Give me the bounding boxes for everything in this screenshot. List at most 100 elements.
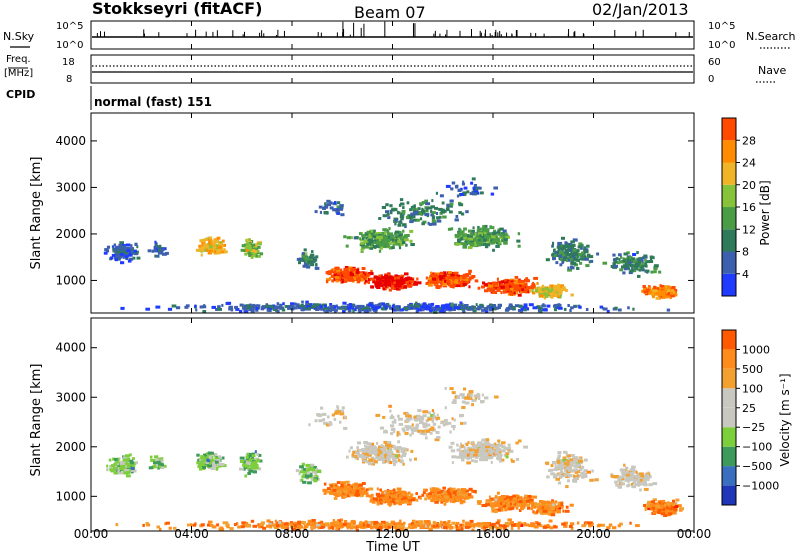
heatmap-cell bbox=[534, 287, 538, 291]
heatmap-cell bbox=[410, 449, 414, 453]
heatmap-cell bbox=[506, 507, 509, 511]
heatmap-cell bbox=[661, 293, 665, 297]
heatmap-cell bbox=[119, 241, 124, 245]
heatmap-cell bbox=[602, 307, 608, 311]
heatmap-cell bbox=[290, 307, 295, 311]
heatmap-cell bbox=[213, 248, 219, 252]
heatmap-cell bbox=[559, 284, 564, 288]
heatmap-cell bbox=[157, 466, 160, 470]
heatmap-cell bbox=[339, 206, 344, 210]
heatmap-cell bbox=[556, 291, 560, 295]
heatmap-cell bbox=[393, 488, 396, 492]
heatmap-cell bbox=[467, 307, 470, 311]
noise-traces bbox=[92, 21, 693, 38]
heatmap-cell bbox=[119, 253, 124, 257]
heatmap-cell bbox=[430, 209, 433, 213]
heatmap-cell bbox=[401, 279, 404, 282]
heatmap-cell bbox=[549, 510, 553, 514]
heatmap-cell bbox=[494, 239, 497, 242]
heatmap-cell bbox=[299, 470, 305, 474]
heatmap-cell bbox=[154, 245, 158, 249]
heatmap-cell bbox=[401, 223, 407, 227]
heatmap-cell bbox=[583, 246, 587, 250]
heatmap-cell bbox=[465, 210, 469, 214]
heatmap-cell bbox=[154, 455, 159, 459]
heatmap-cell bbox=[541, 501, 547, 504]
heatmap-cell bbox=[311, 470, 317, 474]
heatmap-cell bbox=[558, 288, 563, 292]
heatmap-cell bbox=[544, 505, 548, 509]
heatmap-cell bbox=[442, 304, 447, 308]
heatmap-cell bbox=[585, 264, 590, 268]
heatmap-cell bbox=[394, 276, 397, 280]
heatmap-cell bbox=[156, 463, 161, 467]
heatmap-cell bbox=[209, 245, 213, 249]
heatmap-cell bbox=[668, 512, 673, 516]
heatmap-cell bbox=[392, 239, 398, 243]
heatmap-cell bbox=[463, 236, 467, 240]
nave-tick-top: 60 bbox=[708, 57, 721, 68]
heatmap-cell bbox=[425, 307, 430, 311]
heatmap-cell bbox=[446, 498, 450, 502]
heatmap-cell bbox=[488, 288, 493, 292]
heatmap-cell bbox=[637, 274, 641, 278]
heatmap-cell bbox=[368, 233, 371, 237]
heatmap-cell bbox=[447, 495, 452, 499]
heatmap-cell bbox=[658, 270, 662, 274]
heatmap-cell bbox=[155, 458, 160, 462]
heatmap-cell bbox=[447, 307, 453, 310]
heatmap-cell bbox=[553, 291, 559, 295]
heatmap-cell bbox=[378, 249, 382, 253]
heatmap-cell bbox=[352, 451, 358, 455]
heatmap-cell bbox=[239, 456, 245, 460]
heatmap-cell bbox=[444, 273, 447, 277]
heatmap-cell bbox=[364, 245, 369, 249]
heatmap-cell bbox=[467, 234, 472, 238]
heatmap-cell bbox=[557, 243, 561, 247]
heatmap-cell bbox=[175, 306, 181, 310]
heatmap-cell bbox=[121, 245, 124, 249]
heatmap-cell bbox=[435, 308, 440, 312]
heatmap-cell bbox=[384, 242, 389, 246]
heatmap-cell bbox=[265, 304, 270, 308]
heatmap-cell bbox=[666, 506, 672, 510]
heatmap-cell bbox=[642, 285, 646, 288]
heatmap-cell bbox=[568, 253, 573, 256]
heatmap-cell bbox=[299, 465, 304, 469]
heatmap-cell bbox=[362, 487, 366, 491]
heatmap-cell bbox=[556, 245, 562, 249]
heatmap-cell bbox=[113, 465, 117, 469]
heatmap-cell bbox=[132, 469, 137, 473]
heatmap-cell bbox=[402, 490, 406, 494]
heatmap-cell bbox=[393, 492, 398, 496]
heatmap-cell bbox=[298, 261, 301, 265]
heatmap-cell bbox=[493, 504, 497, 508]
heatmap-cell bbox=[218, 464, 222, 468]
heatmap-cell bbox=[547, 289, 553, 293]
heatmap-cell bbox=[300, 307, 304, 311]
heatmap-cell bbox=[423, 488, 427, 492]
heatmap-cell bbox=[351, 491, 355, 495]
heatmap-cell bbox=[344, 492, 347, 496]
heatmap-cell bbox=[394, 219, 398, 223]
heatmap-cell bbox=[241, 306, 244, 310]
heatmap-cell bbox=[622, 264, 627, 268]
heatmap-cell bbox=[667, 285, 671, 289]
heatmap-cell bbox=[456, 493, 461, 497]
heatmap-cell bbox=[666, 506, 669, 510]
heatmap-cell bbox=[338, 487, 342, 490]
heatmap-cell bbox=[384, 496, 389, 499]
heatmap-cell bbox=[340, 213, 345, 217]
heatmap-cell bbox=[378, 243, 382, 247]
heatmap-cell bbox=[323, 205, 329, 209]
heatmap-cell bbox=[478, 235, 482, 239]
heatmap-cell bbox=[252, 470, 257, 474]
heatmap-cell bbox=[382, 304, 387, 307]
heatmap-cell bbox=[206, 248, 209, 251]
heatmap-cell bbox=[440, 498, 445, 502]
heatmap-cell bbox=[109, 468, 112, 472]
heatmap-cell bbox=[399, 215, 405, 219]
heatmap-cell bbox=[490, 239, 493, 243]
heatmap-cell bbox=[396, 210, 400, 214]
heatmap-cell bbox=[422, 491, 426, 494]
